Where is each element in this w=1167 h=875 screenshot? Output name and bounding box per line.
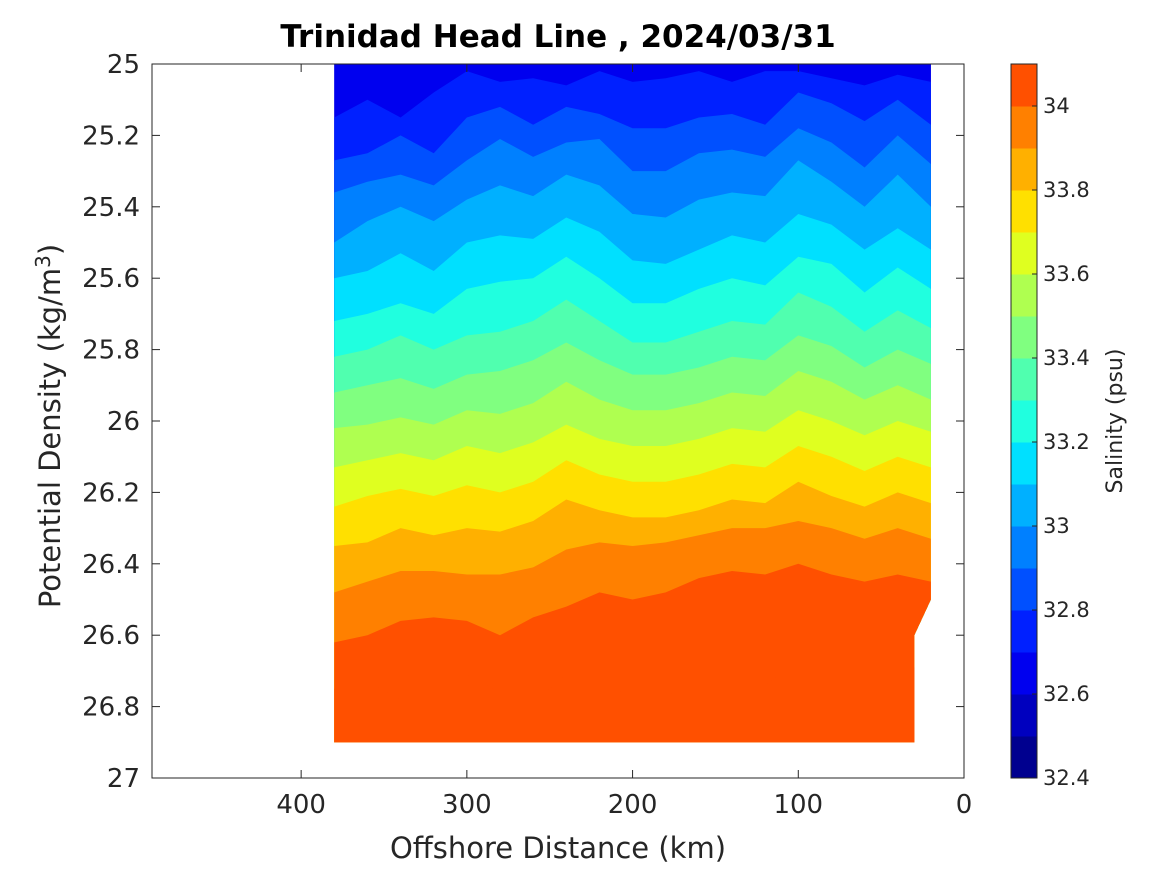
- y-tick-label: 25: [107, 50, 140, 80]
- colorbar-segment: [1011, 106, 1037, 149]
- colorbar-segment: [1011, 316, 1037, 359]
- colorbar-tick-label: 33: [1043, 514, 1070, 538]
- contour-band: [334, 656, 931, 743]
- colorbar-tick-label: 32.6: [1043, 682, 1090, 706]
- colorbar-segment: [1011, 400, 1037, 443]
- plot-area: 400 300 200 100 0 25 25.2 25.4 25.6 25.8 26 26.2 26…: [82, 50, 972, 820]
- x-tick-label: 200: [608, 790, 658, 820]
- colorbar-segment: [1011, 652, 1037, 695]
- y-tick-label: 25.4: [82, 193, 140, 223]
- y-tick-label: 27: [107, 764, 140, 794]
- colorbar-segment: [1011, 610, 1037, 653]
- colorbar-tick-label: 34: [1043, 94, 1070, 118]
- colorbar-tick-label: 33.2: [1043, 430, 1090, 454]
- y-axis-title-superscript: 3: [31, 255, 55, 268]
- colorbar-segment: [1011, 148, 1037, 191]
- colorbar-segment: [1011, 358, 1037, 401]
- salinity-contour-bands: [334, 64, 931, 743]
- colorbar-segment: [1011, 274, 1037, 317]
- colorbar-segment: [1011, 442, 1037, 485]
- x-tick-label: 400: [276, 790, 326, 820]
- y-tick-label: 26.2: [82, 478, 140, 508]
- chart-title: Trinidad Head Line , 2024/03/31: [280, 19, 835, 55]
- x-tick-label: 0: [956, 790, 973, 820]
- colorbar-segment: [1011, 736, 1037, 779]
- colorbar-segment: [1011, 232, 1037, 275]
- colorbar-segment: [1011, 190, 1037, 233]
- colorbar-tick-label: 33.4: [1043, 346, 1090, 370]
- colorbar-segment: [1011, 484, 1037, 527]
- y-tick-label: 25.6: [82, 264, 140, 294]
- colorbar-tick-label: 33.6: [1043, 262, 1090, 286]
- x-axis-title: Offshore Distance (km): [390, 831, 726, 865]
- colorbar-segment: [1011, 64, 1037, 107]
- colorbar-title: Salinity (psu): [1103, 349, 1128, 494]
- y-tick-label: 26.8: [82, 693, 140, 723]
- colorbar-segment: [1011, 694, 1037, 737]
- y-tick-label: 26.4: [82, 550, 140, 580]
- colorbar-frame: [1010, 63, 1038, 779]
- colorbar: 32.4 32.6 32.8 33 33.2 33.4 33.6 33.8 34: [1010, 63, 1090, 790]
- colorbar-tick-label: 32.8: [1043, 598, 1090, 622]
- y-tick-label: 26: [107, 407, 140, 437]
- colorbar-tick-label: 33.8: [1043, 178, 1090, 202]
- y-tick-label: 25.2: [82, 121, 140, 151]
- y-axis: 25 25.2 25.4 25.6 25.8 26 26.2 26.4 26.6 26.8 27: [82, 50, 964, 794]
- colorbar-segment: [1011, 526, 1037, 569]
- y-tick-label: 25.8: [82, 336, 140, 366]
- y-axis-title-main: Potential Density (kg/m: [33, 268, 67, 608]
- x-axis: 400 300 200 100 0: [276, 64, 972, 820]
- colorbar-segment: [1011, 568, 1037, 611]
- x-tick-label: 100: [773, 790, 823, 820]
- y-tick-label: 26.6: [82, 621, 140, 651]
- y-axis-title: Potential Density (kg/m3): [31, 244, 67, 608]
- colorbar-tick-label: 32.4: [1043, 766, 1090, 790]
- x-tick-label: 300: [442, 790, 492, 820]
- y-axis-title-close: ): [33, 244, 67, 255]
